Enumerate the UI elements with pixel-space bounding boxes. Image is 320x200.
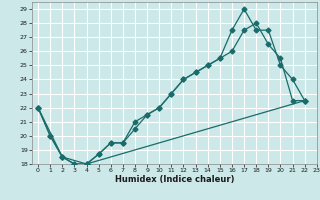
X-axis label: Humidex (Indice chaleur): Humidex (Indice chaleur) (115, 175, 234, 184)
